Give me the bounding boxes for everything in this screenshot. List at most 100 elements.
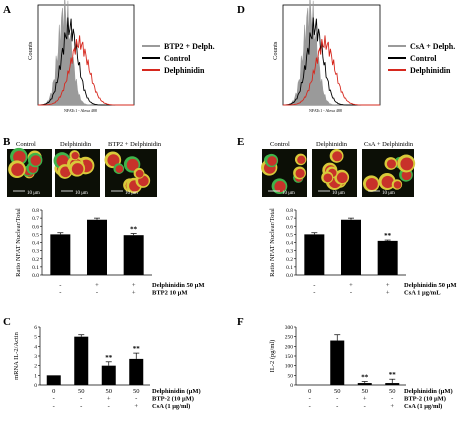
chart-b-condition-mark: - (59, 282, 61, 289)
micrograph-b-label-2: Delphinidin (60, 141, 92, 148)
chart-e-y-tick-label: 0.6 (286, 224, 293, 230)
chart-b-y-tick-label: 0.7 (32, 216, 39, 222)
chart-c-y-tick-label: 4 (34, 344, 37, 350)
panel-letter-a: A (3, 4, 11, 16)
histogram-a-treated-curve (37, 0, 134, 106)
cell-nucleus (11, 163, 24, 176)
cell-nucleus (323, 173, 333, 183)
chart-f-bar (357, 383, 372, 385)
chart-f-condition-mark: - (336, 396, 338, 403)
cell-nucleus (400, 157, 414, 171)
chart-c-condition-mark: - (135, 396, 137, 403)
chart-e-condition-label: CsA 1 μg/mL (404, 290, 441, 297)
chart-f-condition-mark: 50 (334, 388, 341, 395)
chart-b-y-tick-label: 0.2 (32, 257, 39, 263)
chart-b-y-tick-label: 0.1 (32, 265, 39, 271)
chart-b-condition-mark: + (95, 282, 99, 289)
chart-e-bar (377, 240, 398, 275)
micrograph-e-label-3: CsA + Delphinidin (364, 141, 414, 148)
chart-f-condition-mark: - (309, 396, 311, 403)
chart-e-significance: ** (384, 232, 392, 240)
chart-e-y-tick-label: 0.3 (286, 249, 293, 255)
chart-c-y-tick-label: 6 (34, 325, 37, 331)
chart-f-bar (330, 340, 345, 385)
histogram-d-xlabel: NFATc1 - Alexa 488 (309, 108, 342, 113)
histogram-d-treated-curve (282, 0, 380, 106)
chart-f-condition-mark: 50 (389, 388, 396, 395)
micrograph-b-label-1: Control (16, 141, 36, 148)
panel-letter-d: D (237, 4, 245, 16)
chart-f-y-tick-label: 50 (288, 373, 294, 379)
cell-nucleus (60, 166, 71, 178)
cell-nucleus (107, 154, 120, 167)
histogram-d-ylabel: Counts (272, 41, 279, 60)
chart-f: 0 50 100 150 200 250 300 IL-2 (pg/ml) ** ** 0 50 50 5… (269, 325, 453, 410)
micrograph-e-label-1: Control (270, 141, 290, 148)
chart-c-y-tick-label: 3 (34, 354, 37, 360)
cell-nucleus (274, 180, 286, 193)
micrograph-b-3: 10 μm (104, 149, 157, 197)
chart-e-condition-label: Delphinidin 50 μM (404, 282, 456, 289)
cell-nucleus (365, 178, 378, 191)
chart-f-condition-label: BTP-2 (10 μM) (404, 396, 446, 403)
cell-nucleus (295, 168, 305, 178)
micrograph-e-2: 10 μm (312, 148, 357, 197)
micrograph-e-label-2: Delphinidin (316, 141, 348, 148)
chart-b-significance: ** (130, 226, 138, 234)
chart-b-y-title: Ratio NFAT Nuclear/Total (15, 208, 22, 277)
chart-f-condition-label: Delphinidin (μM) (404, 388, 453, 395)
chart-e-condition-mark: - (350, 290, 352, 297)
chart-c-significance: ** (105, 354, 113, 362)
cell-nucleus (336, 172, 348, 184)
chart-c-condition-mark: + (107, 396, 111, 403)
cell-nucleus (71, 163, 84, 175)
legend-d-label-3: Delphinidin (410, 66, 451, 75)
cell-nucleus (332, 151, 343, 162)
chart-c-condition-mark: - (80, 396, 82, 403)
cell-nucleus (126, 158, 139, 171)
chart-f-y-tick-label: 0 (290, 383, 293, 389)
chart-f-condition-mark: - (336, 403, 338, 410)
chart-b-condition-mark: - (96, 290, 98, 297)
panel-letter-c: C (3, 316, 11, 328)
chart-f-condition-mark: - (309, 403, 311, 410)
histogram-a-delphinidin-curve (38, 35, 134, 106)
chart-c-bar (46, 375, 61, 385)
chart-e-y-tick-label: 0.2 (286, 257, 293, 263)
chart-b-condition-mark: + (132, 282, 136, 289)
chart-f-y-title: IL-2 (pg/ml) (269, 340, 276, 373)
panel-letter-e: E (237, 136, 244, 148)
chart-c-condition-mark: 0 (52, 388, 55, 395)
chart-c-condition-mark: - (80, 403, 82, 410)
chart-b-bar (50, 234, 71, 275)
legend-d-label-1: CsA + Delph. (410, 42, 455, 51)
chart-c-condition-mark: 50 (106, 388, 113, 395)
chart-c-condition-label: CsA (1 μg/ml) (152, 403, 190, 410)
chart-b: 0.0 0.1 0.2 0.3 0.4 0.5 0.6 0.7 0.8 Ratio NFAT Nu… (15, 208, 204, 297)
chart-c-condition-mark: 50 (133, 388, 140, 395)
chart-f-condition-mark: 50 (362, 388, 369, 395)
chart-e-y-tick-label: 0.8 (286, 208, 293, 214)
cell-nucleus (401, 170, 412, 181)
chart-c-condition-mark: - (108, 403, 110, 410)
scale-bar-label: 10 μm (125, 191, 138, 196)
histogram-a: Counts NFATc1 - Alexa 488 BTP2 + Delph. … (27, 0, 215, 113)
chart-c-condition-mark: + (134, 403, 138, 410)
chart-b-condition-mark: - (59, 290, 61, 297)
legend-a-label-1: BTP2 + Delph. (164, 42, 215, 51)
micrograph-b-1: 10 μm (7, 147, 52, 197)
scale-bar-label: 10 μm (27, 191, 40, 196)
chart-c-y-tick-label: 1 (34, 373, 37, 379)
chart-c: 0 1 2 3 4 5 6 mRNA IL-2/Actin ** ** 0 50 50 50 Delphin… (13, 325, 201, 410)
chart-c-y-tick-label: 0 (34, 383, 37, 389)
panel-letter-b: B (3, 136, 11, 148)
chart-b-bar (123, 235, 144, 275)
chart-e: 0.0 0.1 0.2 0.3 0.4 0.5 0.6 0.7 0.8 Ratio NFAT Nu… (269, 208, 456, 297)
chart-f-condition-label: CsA (1 μg/ml) (404, 403, 442, 410)
chart-e-y-tick-label: 0.1 (286, 265, 293, 271)
cell-nucleus (30, 155, 41, 166)
chart-b-condition-mark: + (132, 290, 136, 297)
chart-c-y-tick-label: 5 (34, 335, 37, 341)
cell-nucleus (71, 151, 79, 160)
chart-b-y-tick-label: 0.3 (32, 249, 39, 255)
